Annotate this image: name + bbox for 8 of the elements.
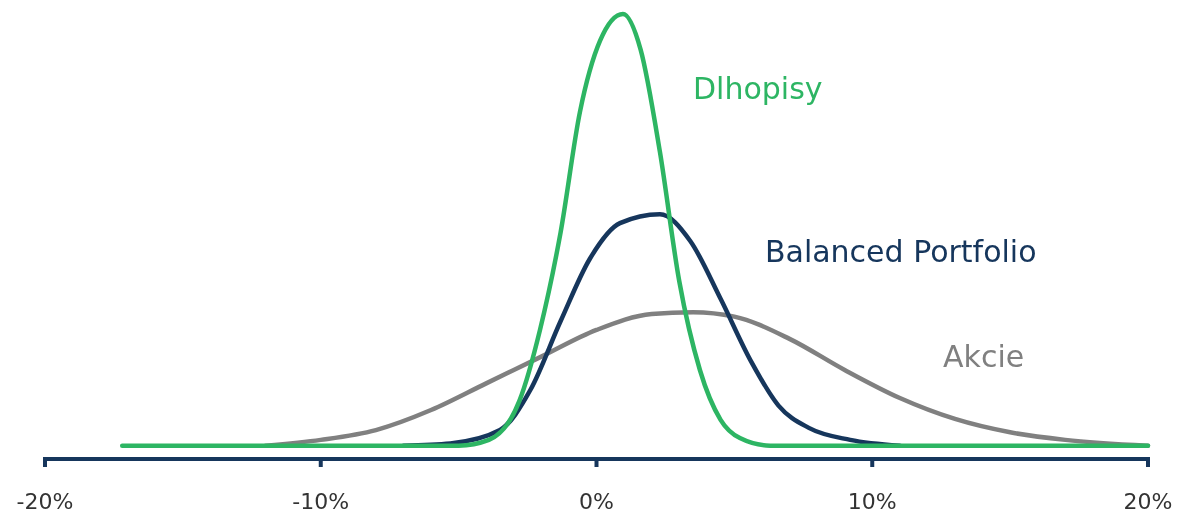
series-label: Dlhopisy <box>692 71 823 106</box>
x-tick-label: -20% <box>16 489 74 514</box>
x-tick-label: 10% <box>847 489 897 514</box>
x-tick-label: 0% <box>579 489 614 514</box>
x-tick-label: -10% <box>292 489 350 514</box>
x-tick-label: 20% <box>1123 489 1173 514</box>
series-label: Balanced Portfolio <box>764 234 1037 270</box>
series-label: Akcie <box>943 339 1025 375</box>
